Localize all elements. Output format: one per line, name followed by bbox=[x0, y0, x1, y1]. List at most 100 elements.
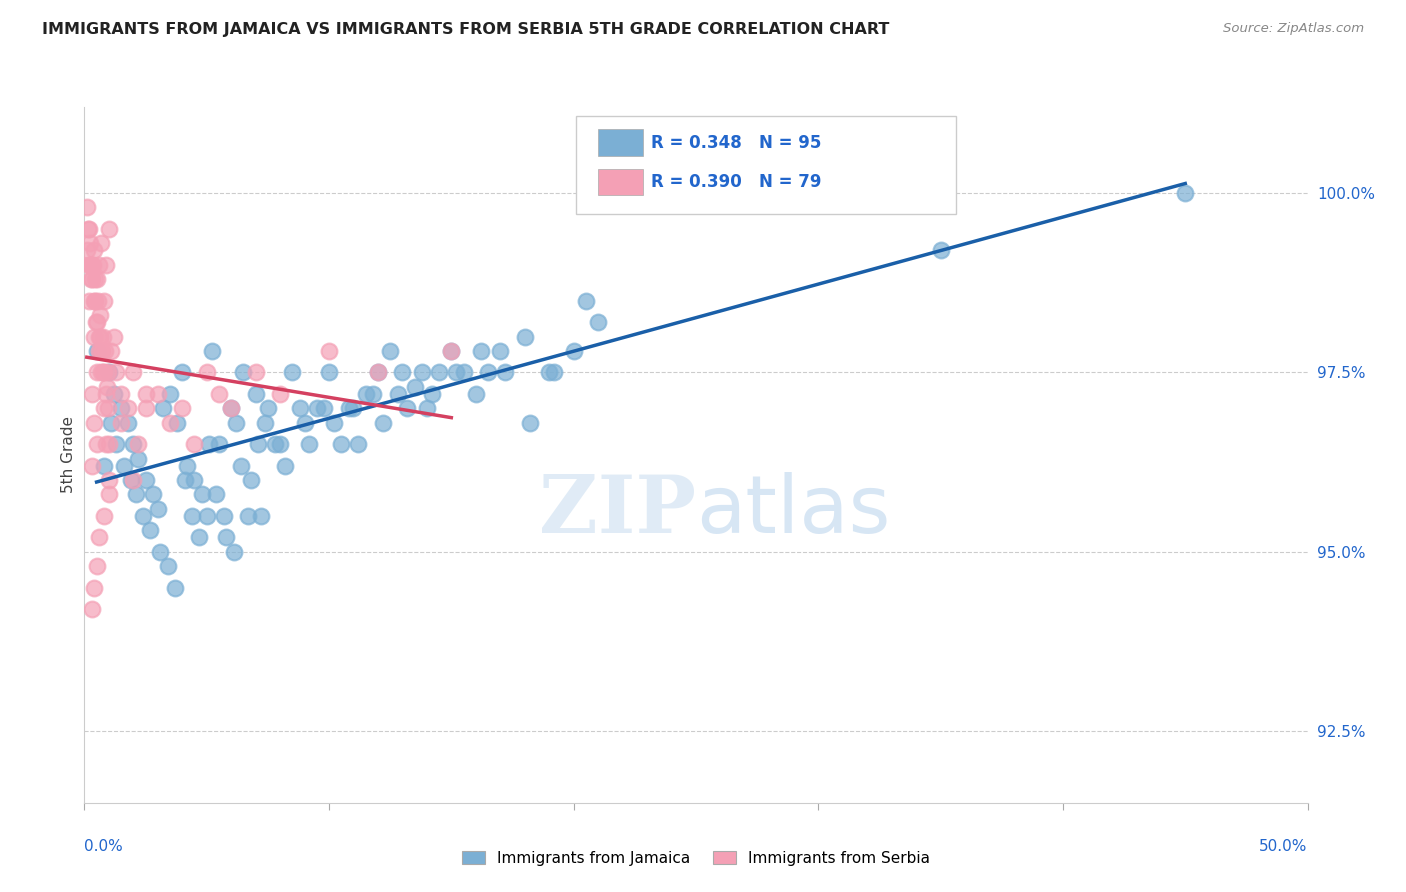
Point bbox=[93, 293, 115, 308]
Point bbox=[132, 508, 155, 523]
Point bbox=[89, 329, 111, 343]
Point bbox=[97, 437, 120, 451]
Point bbox=[76, 201, 98, 215]
Point bbox=[367, 366, 389, 380]
Point bbox=[519, 416, 541, 430]
Point bbox=[245, 366, 267, 380]
Point bbox=[83, 416, 105, 430]
Point bbox=[80, 458, 103, 473]
Point bbox=[342, 401, 364, 416]
Point bbox=[562, 343, 585, 358]
Point bbox=[238, 508, 260, 523]
Point bbox=[77, 222, 100, 236]
Point bbox=[314, 401, 336, 416]
Point bbox=[94, 387, 117, 401]
Point bbox=[110, 416, 132, 430]
Point bbox=[195, 366, 218, 380]
Point bbox=[86, 437, 108, 451]
Point bbox=[146, 387, 169, 401]
Point bbox=[91, 329, 114, 343]
Point bbox=[90, 343, 112, 358]
Point bbox=[82, 272, 104, 286]
Point bbox=[86, 315, 108, 329]
Text: Source: ZipAtlas.com: Source: ZipAtlas.com bbox=[1223, 22, 1364, 36]
Point bbox=[79, 236, 101, 251]
Text: ZIP: ZIP bbox=[538, 472, 696, 549]
Point bbox=[440, 343, 463, 358]
Point bbox=[76, 244, 98, 258]
Point bbox=[93, 401, 115, 416]
Point bbox=[80, 387, 103, 401]
Point bbox=[97, 366, 120, 380]
Point bbox=[222, 545, 245, 559]
Point bbox=[97, 487, 120, 501]
Point bbox=[494, 366, 516, 380]
Point bbox=[225, 416, 247, 430]
Point bbox=[125, 487, 148, 501]
Point bbox=[427, 366, 450, 380]
Point bbox=[575, 293, 598, 308]
Point bbox=[90, 236, 112, 251]
Point bbox=[195, 508, 218, 523]
Point bbox=[318, 343, 340, 358]
Point bbox=[245, 387, 267, 401]
Point bbox=[470, 343, 492, 358]
Point bbox=[264, 437, 287, 451]
Point bbox=[80, 272, 103, 286]
Point bbox=[1174, 186, 1197, 200]
Point bbox=[198, 437, 221, 451]
Point bbox=[586, 315, 609, 329]
Point bbox=[371, 416, 394, 430]
Point bbox=[87, 293, 110, 308]
Point bbox=[79, 258, 101, 272]
Point bbox=[367, 366, 389, 380]
Point bbox=[103, 387, 125, 401]
Point bbox=[86, 343, 108, 358]
Point bbox=[337, 401, 360, 416]
Point bbox=[97, 473, 120, 487]
Point bbox=[87, 530, 110, 544]
Point bbox=[361, 387, 384, 401]
Point bbox=[440, 343, 463, 358]
Point bbox=[91, 343, 114, 358]
Text: R = 0.390   N = 79: R = 0.390 N = 79 bbox=[651, 173, 821, 191]
Point bbox=[139, 523, 162, 537]
Point bbox=[219, 401, 242, 416]
Point bbox=[159, 416, 181, 430]
Text: R = 0.348   N = 95: R = 0.348 N = 95 bbox=[651, 134, 821, 152]
Point bbox=[247, 437, 270, 451]
Point bbox=[188, 530, 211, 544]
Point bbox=[166, 416, 188, 430]
Point bbox=[96, 437, 118, 451]
Point bbox=[205, 487, 228, 501]
Point bbox=[298, 437, 321, 451]
Point bbox=[122, 473, 145, 487]
Point bbox=[159, 387, 181, 401]
Y-axis label: 5th Grade: 5th Grade bbox=[60, 417, 76, 493]
Legend: Immigrants from Jamaica, Immigrants from Serbia: Immigrants from Jamaica, Immigrants from… bbox=[456, 845, 936, 871]
Point bbox=[100, 416, 122, 430]
Point bbox=[80, 602, 103, 616]
Point bbox=[229, 458, 252, 473]
Point bbox=[513, 329, 536, 343]
Point bbox=[219, 401, 242, 416]
Point bbox=[404, 380, 426, 394]
Point bbox=[135, 387, 157, 401]
Point bbox=[444, 366, 467, 380]
Point bbox=[215, 530, 238, 544]
Point bbox=[163, 581, 186, 595]
Point bbox=[84, 315, 107, 329]
Point bbox=[127, 437, 149, 451]
Point bbox=[176, 458, 198, 473]
Point bbox=[100, 343, 122, 358]
Point bbox=[83, 329, 105, 343]
Point bbox=[538, 366, 561, 380]
Point bbox=[288, 401, 311, 416]
Point bbox=[274, 458, 297, 473]
Point bbox=[183, 437, 205, 451]
Point bbox=[172, 366, 194, 380]
Point bbox=[152, 401, 174, 416]
Point bbox=[93, 366, 115, 380]
Point bbox=[212, 508, 235, 523]
Point bbox=[208, 387, 231, 401]
